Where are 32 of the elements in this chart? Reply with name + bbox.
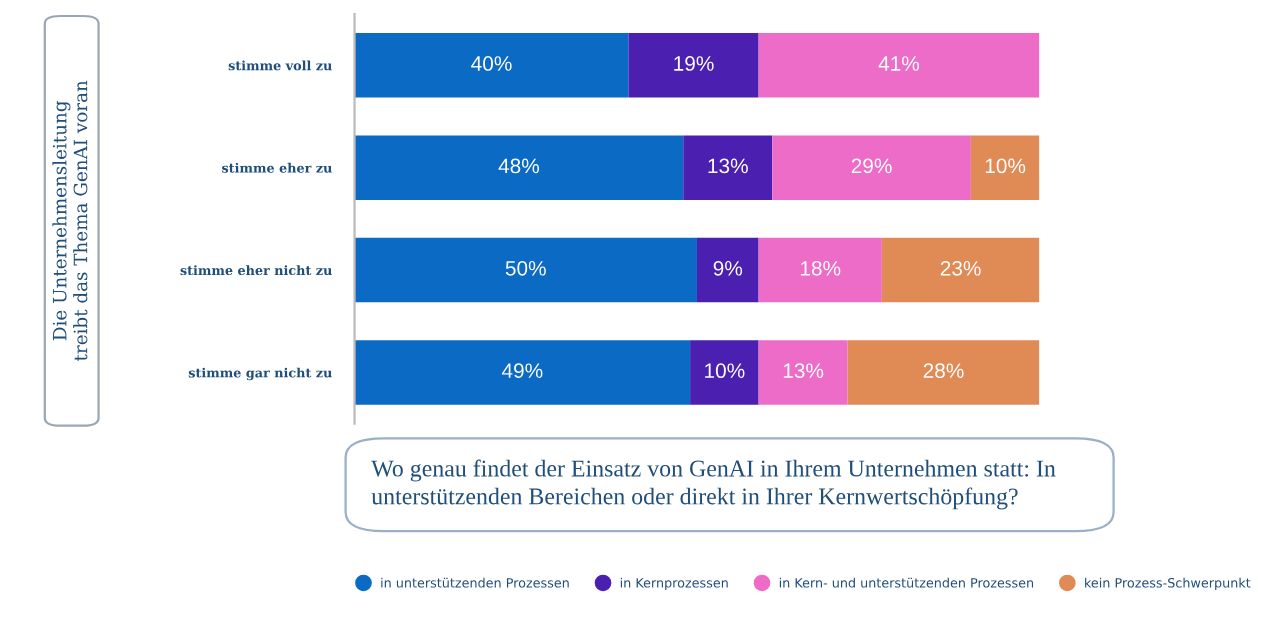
data-label: 48% bbox=[498, 158, 540, 174]
data-label: 19% bbox=[674, 56, 714, 71]
bar bbox=[758, 33, 1040, 98]
bar bbox=[847, 340, 1040, 405]
data-label: 49% bbox=[501, 363, 543, 379]
bar bbox=[970, 135, 1040, 200]
bar bbox=[696, 237, 759, 303]
bar bbox=[881, 237, 1040, 303]
bar bbox=[772, 135, 971, 200]
data-label: 18% bbox=[800, 260, 841, 276]
bar bbox=[628, 33, 759, 98]
data-label: 10% bbox=[705, 363, 745, 379]
bar bbox=[354, 237, 697, 303]
data-label: 41% bbox=[878, 56, 920, 71]
data-label: 50% bbox=[505, 260, 546, 276]
data-label: 28% bbox=[923, 363, 964, 379]
text: Wo genau findet der Einsatz von GenAI in Ihrem Unternehmen statt: In unterstützenden Bereichen oder direkt in Ihrer Kernwertschöpfung? bbox=[371, 459, 1056, 510]
bar bbox=[354, 135, 684, 200]
data-label: 29% bbox=[851, 158, 892, 174]
data-label: 23% bbox=[940, 260, 981, 276]
bar bbox=[354, 340, 691, 405]
bar bbox=[354, 33, 629, 98]
bar bbox=[758, 340, 848, 405]
data-label: 9% bbox=[713, 260, 743, 276]
text: Die Unternehmensleitung treibt das Thema GenAI voran bbox=[52, 80, 88, 361]
bar bbox=[690, 340, 759, 405]
data-label: 13% bbox=[708, 158, 748, 174]
data-label: 10% bbox=[985, 158, 1026, 174]
bar bbox=[758, 237, 882, 303]
data-label: 40% bbox=[471, 56, 512, 71]
data-label: 13% bbox=[783, 363, 824, 379]
bar bbox=[683, 135, 773, 200]
